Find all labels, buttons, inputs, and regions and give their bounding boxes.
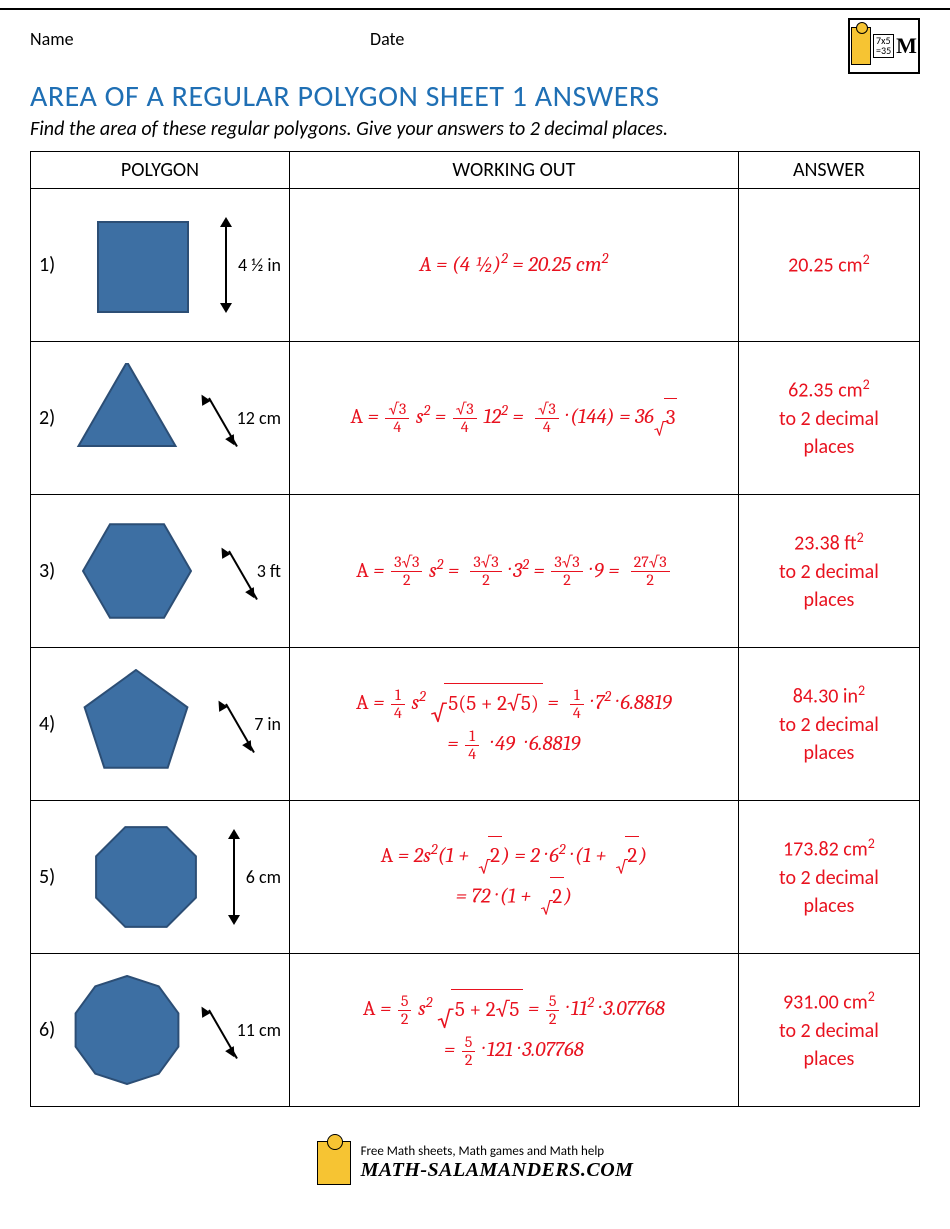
working-out: A = 14 s2 √5(5 + 2√5) = 14 · 72 · 6.8819… xyxy=(296,683,732,765)
working-out: A = (4 ½)2 = 20.25 cm2 xyxy=(296,245,732,286)
name-label: Name xyxy=(30,28,350,50)
row-number: 4) xyxy=(39,712,65,736)
footer-tagline: Free Math sheets, Math games and Math he… xyxy=(361,1144,634,1159)
col-working: WORKING OUT xyxy=(289,152,738,189)
polygon-shape xyxy=(71,822,222,932)
dimension-label: 11 cm xyxy=(237,1019,281,1041)
date-label: Date xyxy=(370,28,848,50)
answer-value: 173.82 cm2to 2 decimalplaces xyxy=(745,834,913,920)
row-number: 2) xyxy=(39,406,65,430)
polygon-shape xyxy=(71,210,214,320)
row-number: 5) xyxy=(39,865,65,889)
polygon-shape xyxy=(71,363,183,473)
answer-value: 62.35 cm2to 2 decimalplaces xyxy=(745,375,913,461)
worksheet-table: POLYGON WORKING OUT ANSWER 1) 4 ½ in A =… xyxy=(30,151,920,1107)
table-row: 2) 12 cm A = √34 s2 = √34 122 = √34 · (1… xyxy=(31,342,920,495)
table-row: 5) 6 cm A = 2s2(1 + √2) = 2 · 62 · (1 + … xyxy=(31,801,920,954)
polygon-shape xyxy=(71,975,183,1085)
dimension-label: 6 cm xyxy=(246,866,281,888)
table-row: 4) 7 in A = 14 s2 √5(5 + 2√5) = 14 · 72 … xyxy=(31,648,920,801)
working-out: A = 52 s2 √5 + 2√5 = 52 · 112 · 3.07768=… xyxy=(296,989,732,1071)
row-number: 3) xyxy=(39,559,65,583)
dimension-label: 4 ½ in xyxy=(238,254,281,276)
answer-value: 931.00 cm2to 2 decimalplaces xyxy=(745,987,913,1073)
page-subtitle: Find the area of these regular polygons.… xyxy=(30,117,920,151)
page-title: AREA OF A REGULAR POLYGON SHEET 1 ANSWER… xyxy=(30,74,920,117)
dimension-label: 7 in xyxy=(254,713,281,735)
answer-value: 23.38 ft2to 2 decimalplaces xyxy=(745,528,913,614)
dimension-label: 3 ft xyxy=(257,560,281,582)
row-number: 1) xyxy=(39,253,65,277)
col-answer: ANSWER xyxy=(738,152,919,189)
polygon-shape xyxy=(71,516,203,626)
page-footer: Free Math sheets, Math games and Math he… xyxy=(30,1107,920,1200)
table-row: 6) 11 cm A = 52 s2 √5 + 2√5 = 52 · 112 ·… xyxy=(31,954,920,1107)
answer-value: 20.25 cm2 xyxy=(745,250,913,280)
brand-logo: 7x5=35 M xyxy=(848,18,920,74)
working-out: A = √34 s2 = √34 122 = √34 · (144) = 36√… xyxy=(296,397,732,439)
polygon-shape xyxy=(71,669,200,779)
working-out: A = 3√32 s2 = 3√32 · 32 = 3√32 · 9 = 27√… xyxy=(296,551,732,592)
dimension-label: 12 cm xyxy=(237,407,281,429)
table-row: 3) 3 ft A = 3√32 s2 = 3√32 · 32 = 3√32 ·… xyxy=(31,495,920,648)
footer-logo-icon xyxy=(317,1141,351,1185)
footer-brand: MATH-SALAMANDERS.COM xyxy=(361,1159,634,1182)
row-number: 6) xyxy=(39,1018,65,1042)
table-row: 1) 4 ½ in A = (4 ½)2 = 20.25 cm2 20.25 c… xyxy=(31,189,920,342)
answer-value: 84.30 in2to 2 decimalplaces xyxy=(745,681,913,767)
col-polygon: POLYGON xyxy=(31,152,290,189)
working-out: A = 2s2(1 + √2) = 2 · 62 · (1 + √2)= 72 … xyxy=(296,836,732,918)
